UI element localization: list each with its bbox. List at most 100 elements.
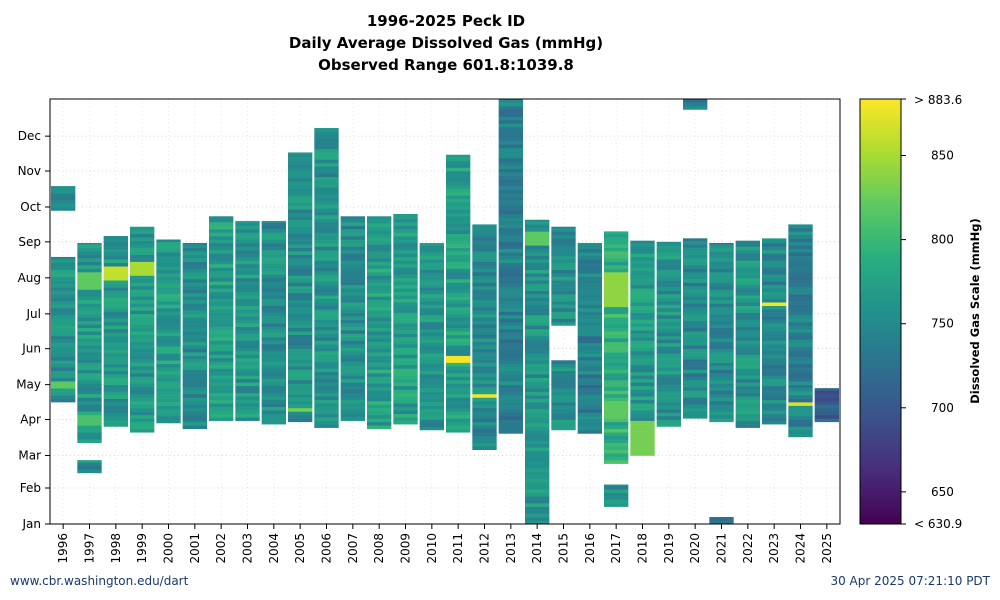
heatmap-cell bbox=[314, 141, 339, 146]
heatmap-cell bbox=[577, 426, 602, 431]
heatmap-cell bbox=[182, 421, 207, 426]
heatmap-cell bbox=[472, 432, 497, 437]
colorbar-label: Dissolved Gas Scale (mmHg) bbox=[968, 218, 982, 404]
heatmap-cell bbox=[762, 242, 787, 247]
heatmap-cell bbox=[604, 456, 629, 461]
heatmap-cell bbox=[261, 344, 286, 348]
heatmap-cell bbox=[577, 419, 602, 424]
heatmap-cell bbox=[367, 359, 392, 363]
heatmap-cell bbox=[419, 290, 444, 295]
heatmap-cell bbox=[656, 367, 681, 372]
heatmap-cell bbox=[51, 203, 76, 208]
heatmap-cell bbox=[498, 172, 523, 176]
heatmap-cell bbox=[288, 362, 313, 367]
heatmap-cell bbox=[393, 389, 418, 394]
heatmap-cell bbox=[446, 373, 471, 377]
heatmap-cell bbox=[551, 360, 576, 365]
heatmap-cell bbox=[630, 337, 655, 341]
heatmap-cell bbox=[393, 267, 418, 272]
heatmap-cell bbox=[419, 283, 444, 288]
heatmap-cell bbox=[656, 280, 681, 284]
heatmap-cell bbox=[419, 342, 444, 347]
heatmap-cell bbox=[446, 184, 471, 189]
heatmap-cell bbox=[472, 390, 497, 395]
heatmap-cell bbox=[735, 291, 760, 296]
heatmap-cell bbox=[103, 405, 128, 410]
footer-source-link[interactable]: www.cbr.washington.edu/dart bbox=[10, 574, 189, 588]
colorbar-gradient bbox=[859, 98, 902, 525]
heatmap-cell bbox=[340, 316, 365, 320]
heatmap-cell bbox=[630, 438, 655, 442]
heatmap-cell bbox=[340, 378, 365, 383]
heatmap-cell bbox=[393, 392, 418, 397]
heatmap-cell bbox=[209, 371, 234, 376]
heatmap-cell bbox=[130, 313, 155, 318]
heatmap-cell bbox=[51, 346, 76, 351]
heatmap-cell bbox=[762, 238, 787, 240]
heatmap-cell bbox=[77, 327, 102, 332]
heatmap-cell bbox=[288, 400, 313, 405]
heatmap-cell bbox=[314, 128, 339, 132]
heatmap-cell bbox=[604, 373, 629, 377]
heatmap-cell bbox=[762, 291, 787, 296]
heatmap-cell bbox=[130, 352, 155, 356]
heatmap-cell bbox=[156, 391, 181, 396]
heatmap-cell bbox=[525, 311, 550, 316]
heatmap-cell bbox=[683, 355, 708, 360]
heatmap-cell bbox=[604, 439, 629, 444]
heatmap-cell bbox=[604, 376, 629, 381]
heatmap-cell bbox=[709, 359, 734, 363]
heatmap-cell bbox=[209, 253, 234, 258]
heatmap-cell bbox=[209, 340, 234, 345]
heatmap-cell bbox=[130, 373, 155, 377]
heatmap-cell bbox=[472, 224, 497, 228]
heatmap-cell bbox=[604, 355, 629, 360]
heatmap-cell bbox=[77, 425, 102, 430]
heatmap-cell bbox=[103, 374, 128, 378]
heatmap-cell bbox=[103, 419, 128, 424]
heatmap-cell bbox=[735, 270, 760, 275]
heatmap-cell bbox=[103, 377, 128, 382]
heatmap-cell bbox=[683, 393, 708, 398]
heatmap-cell bbox=[51, 269, 76, 274]
heatmap-cell bbox=[103, 395, 128, 399]
heatmap-cell bbox=[182, 324, 207, 329]
heatmap-cell bbox=[103, 248, 128, 253]
heatmap-cell bbox=[314, 190, 339, 195]
heatmap-cell bbox=[51, 304, 76, 309]
heatmap-cell bbox=[130, 369, 155, 374]
heatmap-cell bbox=[156, 335, 181, 340]
heatmap-cell bbox=[419, 335, 444, 340]
heatmap-cell bbox=[235, 312, 260, 317]
heatmap-cell bbox=[393, 378, 418, 383]
heatmap-cell bbox=[367, 331, 392, 336]
heatmap-cell bbox=[709, 303, 734, 308]
y-tick-label: Apr bbox=[20, 412, 41, 426]
heatmap-cell bbox=[577, 283, 602, 288]
heatmap-cell bbox=[182, 418, 207, 423]
heatmap-cell bbox=[656, 419, 681, 424]
heatmap-cell bbox=[762, 344, 787, 348]
heatmap-cell bbox=[446, 393, 471, 398]
heatmap-cell bbox=[51, 342, 76, 347]
heatmap-cell bbox=[103, 346, 128, 351]
heatmap-cell bbox=[709, 251, 734, 255]
heatmap-cell bbox=[472, 442, 497, 447]
heatmap-cell bbox=[604, 400, 629, 405]
heatmap-cell bbox=[683, 411, 708, 416]
heatmap-cell bbox=[235, 413, 260, 418]
heatmap-cell bbox=[288, 167, 313, 172]
heatmap-cell bbox=[314, 145, 339, 150]
heatmap-cell bbox=[77, 400, 102, 405]
heatmap-cell bbox=[393, 417, 418, 421]
heatmap-cell bbox=[788, 429, 813, 434]
heatmap-cell bbox=[314, 382, 339, 387]
heatmap-cell bbox=[288, 320, 313, 325]
heatmap-cell bbox=[525, 496, 550, 500]
heatmap-cell bbox=[314, 389, 339, 394]
heatmap-cell bbox=[314, 277, 339, 282]
heatmap-cell bbox=[288, 212, 313, 217]
heatmap-cell bbox=[788, 388, 813, 392]
heatmap-cell bbox=[419, 314, 444, 319]
heatmap-cell bbox=[340, 232, 365, 237]
